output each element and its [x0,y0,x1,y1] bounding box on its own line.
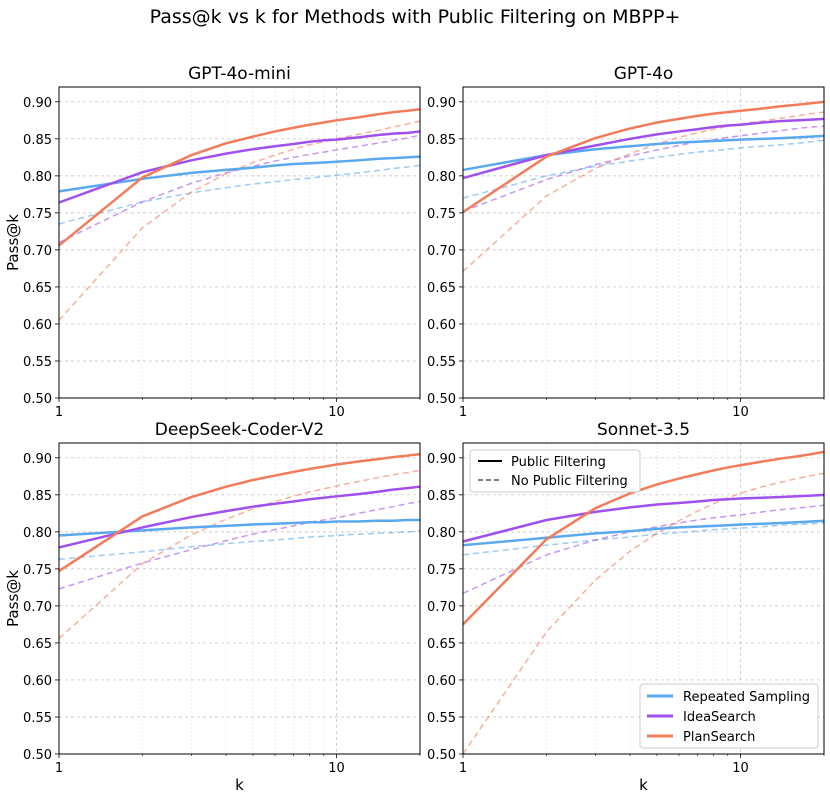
suptitle: Pass@k vs k for Methods with Public Filt… [150,6,681,28]
p2-tick-label-y-0-80: 0.80 [23,526,52,541]
p1-tick-label-y-0-75: 0.75 [427,207,456,222]
p0-tick-label-y-0-60: 0.60 [23,318,52,333]
p1-tick-label-y-0-50: 0.50 [427,392,456,407]
p0-line-repeated-sampling-public-filtering [58,155,421,193]
p1-tick-label-x-10: 10 [732,405,749,420]
p1-line-plansearch-public-filtering [462,100,825,214]
p0-tick-label-y-0-90: 0.90 [23,96,52,111]
p2-xlabel: k [235,776,244,794]
p1-line-ideasearch-no-public-filtering [462,125,825,213]
p2-line-repeated-sampling-public-filtering [58,518,420,537]
p3-line-plansearch-no-public-filtering [462,472,825,755]
legend-label-plansearch: PlanSearch [683,730,755,745]
p3-tick-label-y-0-70: 0.70 [427,600,456,615]
p1-line-repeated-sampling-public-filtering [462,134,825,172]
p1-tick-label-y-0-80: 0.80 [427,170,456,185]
p0-axes-frame [58,86,421,399]
p2-tick-label-y-0-70: 0.70 [23,600,52,615]
legend-label-repeated-sampling: Repeated Sampling [683,690,810,705]
p3-tick-label-y-0-75: 0.75 [427,563,456,578]
p0-tick-label-y-0-65: 0.65 [23,281,52,296]
p2-line-plansearch-public-filtering [58,452,421,573]
subplot-gpt-4o-mini: 1 10 0.50 0.55 0.60 0.65 0.70 0.75 0.80 0.85 0.90 G… [4,64,421,420]
p0-line-ideasearch-public-filtering [58,130,421,204]
p2-tick-label-y-0-55: 0.55 [23,711,52,726]
p3-line-repeated-sampling-no-public-filtering [462,522,825,556]
p3-title: Sonnet-3.5 [597,420,690,440]
subplot-deepseek-coder-v2: 1 10 0.50 0.55 0.60 0.65 0.70 0.75 0.80 0.85 0.90 D… [4,420,421,794]
p0-ylabel: Pass@k [4,214,22,271]
p3-tick-label-y-0-65: 0.65 [427,637,456,652]
p2-tick-label-y-0-50: 0.50 [23,748,52,763]
p0-line-plansearch-no-public-filtering [58,120,421,321]
p3-tick-label-y-0-50: 0.50 [427,748,456,763]
p1-line-plansearch-no-public-filtering [462,111,825,272]
p1-tick-label-y-0-60: 0.60 [427,318,456,333]
p3-tick-label-x-1: 1 [459,761,467,776]
p2-tick-label-x-1: 1 [55,761,63,776]
p3-tick-label-y-0-85: 0.85 [427,489,456,504]
p1-axes-frame [462,86,825,399]
p2-tick-label-y-0-75: 0.75 [23,563,52,578]
style-legend: Public Filtering No Public Filtering [469,449,641,493]
p0-tick-label-y-0-55: 0.55 [23,355,52,370]
p1-line-ideasearch-public-filtering [462,117,825,180]
p0-tick-label-y-0-80: 0.80 [23,170,52,185]
p0-tick-label-y-0-85: 0.85 [23,133,52,148]
style-legend-box [469,449,641,493]
method-legend: Repeated Sampling IdeaSearch PlanSearch [639,683,819,749]
method-legend-box [639,683,819,749]
p3-xlabel: k [639,776,648,794]
p0-title: GPT-4o-mini [188,64,291,84]
p3-tick-label-y-0-55: 0.55 [427,711,456,726]
p1-tick-label-y-0-70: 0.70 [427,244,456,259]
p0-tick-label-y-0-50: 0.50 [23,392,52,407]
legend-label-ideasearch: IdeaSearch [683,710,756,725]
p2-line-ideasearch-no-public-filtering [58,500,421,590]
subplot-sonnet-3-5: 1 10 0.50 0.55 0.60 0.65 0.70 0.75 0.80 0.85 0.90 S… [427,420,825,794]
p1-title: GPT-4o [614,64,674,84]
p3-line-ideasearch-public-filtering [462,493,825,543]
p1-tick-label-x-1: 1 [459,405,467,420]
p2-title: DeepSeek-Coder-V2 [155,420,325,440]
p2-tick-label-y-0-65: 0.65 [23,637,52,652]
p2-axes-frame [58,442,421,755]
legend-label-no-public-filtering: No Public Filtering [511,474,628,489]
p1-line-repeated-sampling-no-public-filtering [462,139,825,199]
p2-line-repeated-sampling-no-public-filtering [58,530,421,560]
p0-line-plansearch-public-filtering [58,107,421,247]
subplot-gpt-4o: 1 10 0.50 0.55 0.60 0.65 0.70 0.75 0.80 0.85 0.90 G… [427,64,825,420]
p2-line-plansearch-no-public-filtering [58,469,421,640]
p0-tick-label-x-1: 1 [55,405,63,420]
p1-tick-label-y-0-90: 0.90 [427,96,456,111]
p3-tick-label-y-0-60: 0.60 [427,674,456,689]
p0-tick-label-x-10: 10 [328,405,345,420]
p0-line-repeated-sampling-no-public-filtering [58,164,421,225]
p2-ylabel: Pass@k [4,570,22,627]
p3-tick-label-y-0-80: 0.80 [427,526,456,541]
p3-line-plansearch-public-filtering [462,450,825,626]
p0-tick-label-y-0-70: 0.70 [23,244,52,259]
p3-line-repeated-sampling-public-filtering [462,519,825,547]
p3-tick-label-y-0-90: 0.90 [427,452,456,467]
p2-tick-label-y-0-60: 0.60 [23,674,52,689]
p3-axes-frame [462,442,825,755]
p1-tick-label-y-0-55: 0.55 [427,355,456,370]
p2-line-ideasearch-public-filtering [58,485,421,549]
p2-tick-label-y-0-90: 0.90 [23,452,52,467]
legend-label-public-filtering: Public Filtering [511,455,606,470]
p3-tick-label-x-10: 10 [732,761,749,776]
p1-tick-label-y-0-85: 0.85 [427,133,456,148]
p2-tick-label-y-0-85: 0.85 [23,489,52,504]
p0-tick-label-y-0-75: 0.75 [23,207,52,222]
p3-line-ideasearch-no-public-filtering [462,504,825,595]
p1-tick-label-y-0-65: 0.65 [427,281,456,296]
p2-tick-label-x-10: 10 [328,761,345,776]
